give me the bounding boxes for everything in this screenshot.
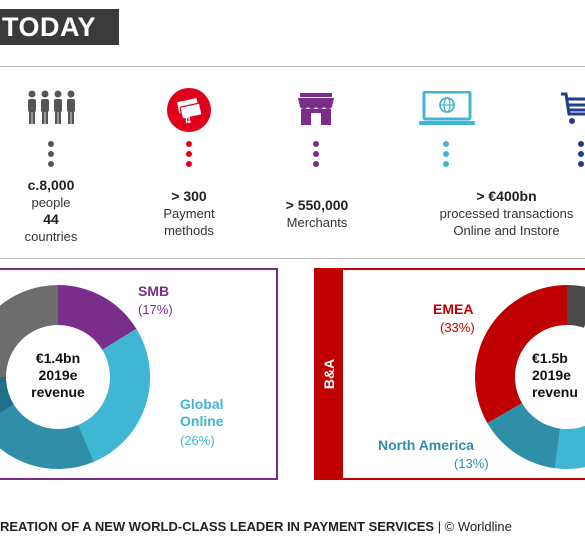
shopping-cart-icon [561, 92, 585, 124]
center-year: 2019e [532, 367, 571, 383]
label-line2: Online [180, 413, 224, 429]
pct-global-online: (26%) [180, 433, 215, 448]
stat-value: > 550,000 [285, 197, 349, 213]
connector-dots [48, 141, 54, 171]
revenue-panel-left [0, 268, 278, 480]
pct-north-america: (13%) [454, 456, 489, 471]
pct-emea: (33%) [440, 320, 475, 335]
side-band [316, 270, 343, 478]
donut-chart-left [0, 285, 151, 470]
label-line1: Global [180, 396, 224, 412]
stat-value: > €400bn [476, 188, 537, 204]
storefront-icon [298, 93, 334, 125]
side-label-wrap: B&A [316, 270, 343, 478]
svg-text:⇅: ⇅ [184, 115, 192, 125]
stat-label: Payment [163, 206, 215, 221]
label-smb: SMB [138, 283, 170, 299]
payment-cards-icon: ⇅ [167, 88, 211, 132]
segment-other-1 [0, 404, 94, 470]
donut-chart-right [475, 284, 585, 469]
footer-bold: REATION OF A NEW WORLD-CLASS LEADER IN P… [0, 519, 435, 534]
footer-rest: | © Worldline [434, 519, 512, 534]
center-value: €1.4bn [35, 350, 81, 366]
revenue-panel-right [314, 268, 585, 480]
stat-label-2: countries [24, 229, 78, 244]
stat-merchants: > 550,000 Merchants [262, 197, 372, 231]
center-year: 2019e [38, 367, 78, 383]
monitor-globe-icon [419, 91, 475, 125]
segment-other-2 [567, 284, 585, 328]
connector-dots [578, 141, 584, 171]
segment-other-1 [555, 425, 585, 469]
middle-divider [0, 258, 585, 259]
segment-north-america [487, 403, 561, 469]
center-caption: revenue [31, 384, 85, 400]
footer-text: REATION OF A NEW WORLD-CLASS LEADER IN P… [0, 519, 512, 534]
stat-transactions: > €400bn processed transactions Online a… [428, 188, 585, 239]
connector-dots [313, 141, 319, 171]
connector-dots [443, 141, 449, 171]
page-title: TODAY [0, 9, 119, 45]
segment-other-3 [0, 285, 58, 377]
stat-label-2: Online and Instore [453, 223, 560, 238]
segment-smb [58, 285, 137, 350]
connector-dots [186, 141, 192, 171]
segment-emea [475, 285, 567, 424]
donut-center-left: €1.4bn 2019e revenue [18, 350, 98, 401]
side-label: B&A [321, 358, 338, 390]
stat-payment: > 300 Payment methods [138, 188, 240, 239]
center-value: €1.5b [532, 350, 568, 366]
stat-people: c.8,000 people 44 countries [0, 177, 102, 245]
stat-label: people [31, 195, 71, 210]
label-emea: EMEA [433, 301, 474, 317]
donut-center-right: €1.5b 2019e revenu [532, 350, 585, 401]
stat-label: Merchants [286, 215, 348, 230]
segment-global-online [78, 328, 151, 462]
stat-value: > 300 [171, 188, 207, 204]
stat-label-2: methods [164, 223, 214, 238]
stat-value-2: 44 [43, 211, 59, 227]
stat-label: processed transactions [439, 206, 574, 221]
label-north-america: North America [378, 437, 474, 453]
center-caption: revenu [532, 384, 578, 400]
segment-other-2 [0, 377, 14, 414]
label-global-online: Global Online [180, 396, 224, 430]
pct-smb: (17%) [138, 302, 173, 317]
top-divider [0, 66, 585, 67]
stat-value: c.8,000 [27, 177, 75, 193]
people-icon [28, 90, 75, 124]
